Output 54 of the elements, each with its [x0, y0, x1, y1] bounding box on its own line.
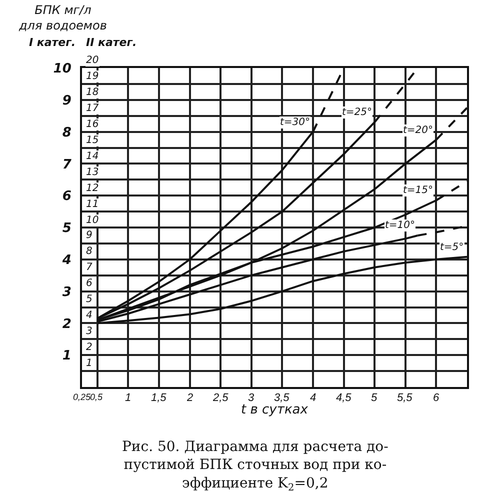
x-tick-label: 4,5 — [336, 392, 352, 404]
x-tick-label: 0,25 — [73, 392, 92, 402]
y-tick-label: 10 — [53, 62, 72, 77]
x-tick-label: 3 — [248, 392, 255, 404]
series-label: t=20° — [403, 125, 434, 136]
y2-tick-label: 10 — [86, 215, 99, 226]
y2-axis-title: II катег. — [86, 36, 137, 49]
y2-tick-label: 7 — [86, 262, 93, 273]
x-tick-label: 6 — [433, 392, 440, 404]
series-label: t=10° — [385, 220, 416, 231]
y-tick-label: 8 — [62, 125, 72, 140]
y-tick-label: 3 — [62, 284, 72, 300]
series-label: t=25° — [342, 107, 372, 118]
y-tick-label: 2 — [62, 316, 72, 332]
x-tick-label: 2,5 — [212, 392, 230, 404]
y2-tick-label: 19 — [86, 71, 99, 82]
y-tick-label: 5 — [62, 221, 72, 236]
y2-tick-label: 5 — [86, 294, 92, 305]
x-tick-label: 5,5 — [397, 392, 414, 404]
x-tick-label: 3,5 — [274, 392, 290, 404]
y-tick-label: 1 — [62, 348, 72, 364]
y-axis-title: I катег. — [29, 36, 76, 49]
series-label: t=5° — [440, 242, 464, 253]
y2-tick-label: 13 — [86, 167, 99, 178]
y2-tick-label: 11 — [86, 199, 99, 210]
x-tick-label: 0,5 — [90, 392, 104, 402]
x-tick-label: 4 — [310, 392, 316, 404]
y2-tick-label: 1 — [86, 358, 92, 369]
x-tick-label: 1,5 — [151, 392, 168, 404]
y2-tick-label: 3 — [86, 326, 92, 337]
x-tick-label: 1 — [125, 392, 132, 404]
x-axis-title: t в сутках — [241, 402, 308, 418]
y2-tick-label: 14 — [86, 151, 99, 162]
y2-tick-label: 20 — [86, 55, 99, 66]
x-tick-label: 2 — [186, 392, 194, 404]
y2-tick-label: 12 — [86, 183, 99, 194]
y2-tick-label: 18 — [86, 87, 99, 98]
y2-tick-label: 8 — [86, 246, 92, 257]
series-label: t=15° — [403, 185, 434, 196]
series-label: t=30° — [280, 117, 310, 128]
y2-tick-label: 9 — [86, 230, 92, 241]
y2-tick-label: 2 — [86, 342, 92, 353]
y2-tick-label: 4 — [86, 310, 92, 321]
y2-tick-label: 6 — [86, 278, 92, 289]
y-tick-label: 7 — [62, 157, 72, 172]
chart-title: БПК мг/л для водоемов — [18, 3, 107, 33]
y2-tick-label: 15 — [86, 135, 99, 146]
x-tick-label: 5 — [371, 392, 378, 404]
y-tick-label: 9 — [62, 93, 72, 108]
y2-tick-label: 16 — [86, 119, 99, 130]
y2-tick-label: 17 — [86, 103, 100, 114]
y-tick-label: 4 — [61, 252, 72, 268]
text: Рис. 50. Диаграмма для расчета до- пустимой БПК сточных вод при ко- эффициенте K$_{2}$=0,2 — [122, 439, 389, 492]
y-tick-label: 6 — [62, 189, 72, 204]
